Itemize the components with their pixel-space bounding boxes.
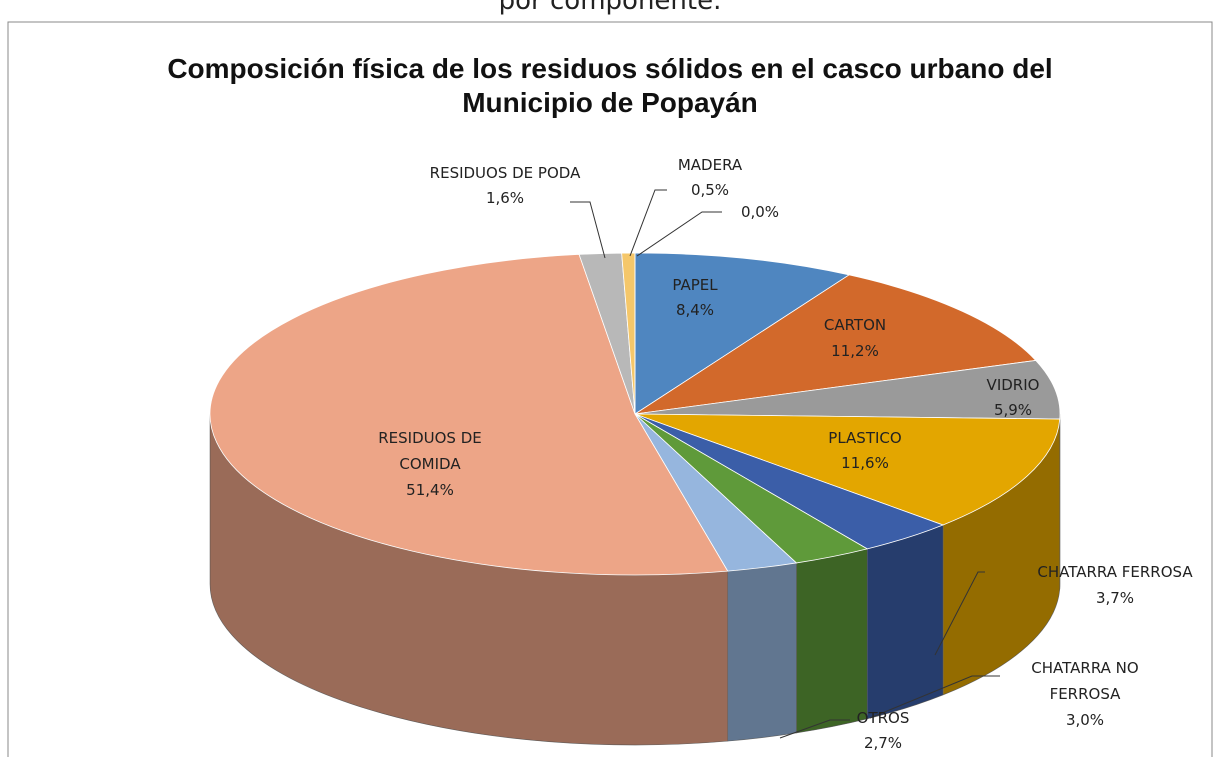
slice-label: MADERA	[677, 156, 743, 174]
leader-line	[570, 201, 606, 259]
value-label: 3,7%	[1095, 589, 1135, 607]
slice	[634, 274, 1037, 415]
leader-line	[779, 719, 850, 739]
slice-label: PAPEL	[672, 276, 718, 294]
slice-label: RESIDUOS DE COMIDA	[378, 429, 482, 473]
slice-side-shade	[867, 524, 943, 719]
slice-label: OTROS	[856, 709, 910, 727]
value-label: 51,4%	[406, 481, 454, 499]
caption: por componente.	[498, 0, 722, 16]
value-label: 11,6%	[841, 454, 889, 472]
chart-frame	[7, 21, 1213, 757]
leader-line	[869, 675, 1000, 719]
value-label: 5,9%	[993, 401, 1033, 419]
slice	[634, 413, 1061, 526]
slice-side-shade	[942, 419, 1060, 695]
value-label: 2,7%	[863, 734, 903, 752]
value-label: 3,0%	[1065, 711, 1105, 729]
value-label: 0,5%	[690, 181, 730, 199]
slice	[209, 253, 729, 576]
slice-label: VIDRIO	[986, 376, 1040, 394]
slice-label: CHATARRA NO FERROSA	[1031, 659, 1139, 703]
chart-title: Composición física de los residuos sólid…	[167, 53, 1053, 118]
slice-side-shade	[210, 414, 728, 745]
slice	[634, 252, 851, 415]
leader-line	[629, 189, 667, 257]
slice-label: RESIDUOS DE PODA	[429, 164, 581, 182]
leader-line	[934, 571, 985, 656]
slice-side-shade	[796, 548, 868, 733]
value-label: 1,6%	[485, 189, 525, 207]
slice	[634, 359, 1061, 420]
value-label: 0,0%	[740, 203, 780, 221]
slice-label: PLASTICO	[828, 429, 902, 447]
leader-line	[636, 211, 722, 257]
slice-label: CARTON	[823, 316, 887, 334]
slice-side-shade	[727, 562, 797, 742]
slice-label: CHATARRA FERROSA	[1037, 563, 1193, 581]
value-label: 8,4%	[675, 301, 715, 319]
value-label: 11,2%	[831, 342, 879, 360]
